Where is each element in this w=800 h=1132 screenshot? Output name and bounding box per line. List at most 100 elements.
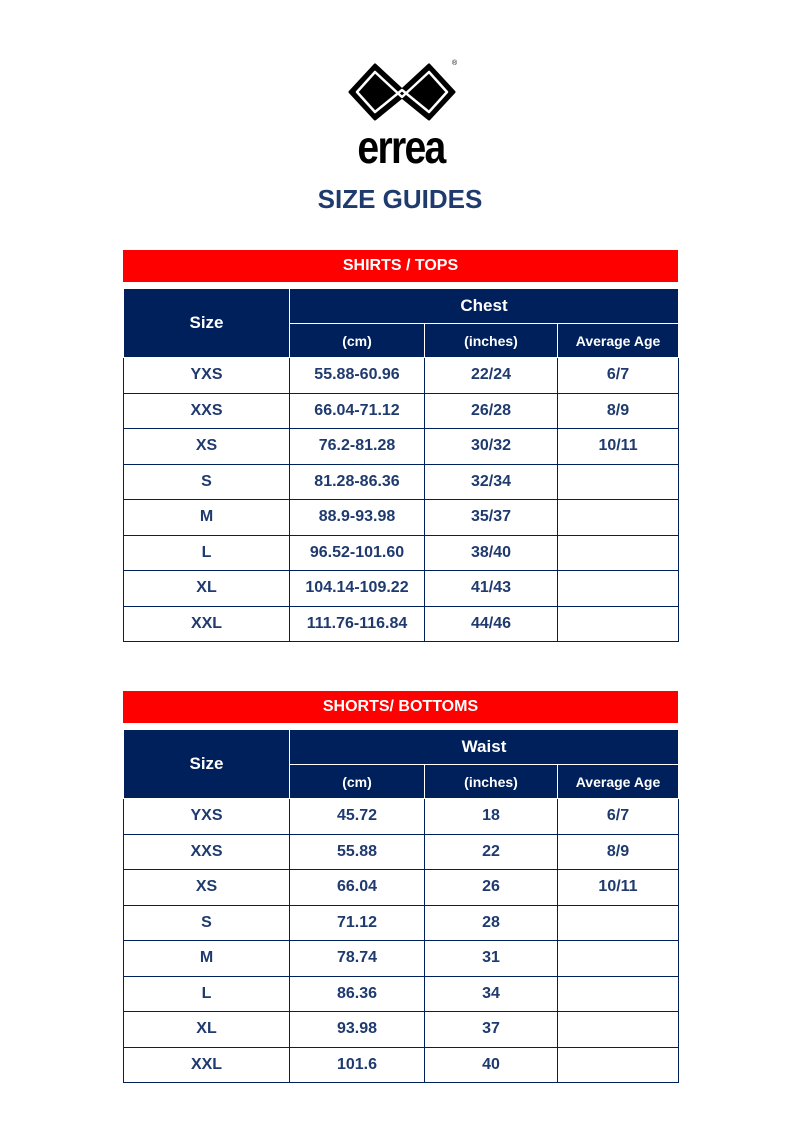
table-cell <box>556 605 680 642</box>
table-cell: 10/11 <box>557 869 679 906</box>
table-cell <box>557 1046 679 1083</box>
size-table: Size Chest (cm) (inches) Average Age YXS 55.8… <box>123 288 680 642</box>
table-cell: 78.74 <box>289 940 425 977</box>
table-cell: 22 <box>424 833 558 870</box>
table-cell: XS <box>123 869 290 906</box>
table-cell: 55.88-60.96 <box>289 357 425 394</box>
table-cell: 76.2-81.28 <box>289 428 425 465</box>
measure-header: Chest <box>288 288 680 324</box>
table-cell: L <box>123 975 290 1012</box>
table-cell: M <box>123 499 290 536</box>
table-cell: 88.9-93.98 <box>289 499 425 536</box>
table-row: XL 104.14-109.22 41/43 <box>123 570 680 607</box>
shorts-section: SHORTS/ BOTTOMS Size Waist (cm) (inches) Av… <box>123 691 679 1083</box>
sub-header: (cm) <box>289 764 425 799</box>
table-cell: 38/40 <box>424 534 558 571</box>
table-cell: 28 <box>424 904 558 941</box>
table-cell: 93.98 <box>289 1011 425 1048</box>
table-cell: 18 <box>424 798 558 835</box>
table-cell: 37 <box>424 1011 558 1048</box>
table-cell <box>557 940 679 977</box>
table-row: XL 93.98 37 <box>123 1011 679 1048</box>
table-cell: 81.28-86.36 <box>289 463 425 500</box>
table-row: XS 76.2-81.28 30/32 10/11 <box>123 428 680 465</box>
table-row: M 88.9-93.98 35/37 <box>123 499 680 536</box>
table-row: L 96.52-101.60 38/40 <box>123 534 680 571</box>
table-row: YXS 45.72 18 6/7 <box>123 798 679 835</box>
table-cell: 10/11 <box>556 428 680 465</box>
shirts-section: SHIRTS / TOPS Size Chest (cm) (inches) Aver… <box>123 250 680 642</box>
table-cell: 96.52-101.60 <box>289 534 425 571</box>
table-row: XXL 111.76-116.84 44/46 <box>123 605 680 642</box>
table-row: XS 66.04 26 10/11 <box>123 869 679 906</box>
table-cell: 111.76-116.84 <box>289 605 425 642</box>
table-row: XXS 55.88 22 8/9 <box>123 833 679 870</box>
table-cell <box>557 1011 679 1048</box>
table-cell: 55.88 <box>289 833 425 870</box>
table-cell: XXL <box>123 605 290 642</box>
table-cell: 8/9 <box>556 392 680 429</box>
logo-wordmark: errea <box>357 121 446 173</box>
table-cell: 35/37 <box>424 499 558 536</box>
table-cell <box>556 499 680 536</box>
sub-header: (cm) <box>289 323 425 358</box>
table-row: L 86.36 34 <box>123 975 679 1012</box>
table-cell: YXS <box>123 798 290 835</box>
table-cell: XXS <box>123 833 290 870</box>
table-cell: S <box>123 463 290 500</box>
table-cell: YXS <box>123 357 290 394</box>
table-cell: L <box>123 534 290 571</box>
section-header: SHORTS/ BOTTOMS <box>123 691 678 723</box>
table-row: YXS 55.88-60.96 22/24 6/7 <box>123 357 680 394</box>
table-row: S 81.28-86.36 32/34 <box>123 463 680 500</box>
sub-header: Average Age <box>556 323 680 358</box>
table-row: XXL 101.6 40 <box>123 1046 679 1083</box>
table-cell: S <box>123 904 290 941</box>
section-header: SHIRTS / TOPS <box>123 250 678 282</box>
table-cell <box>557 904 679 941</box>
table-cell <box>556 463 680 500</box>
table-cell: 104.14-109.22 <box>289 570 425 607</box>
sub-header: (inches) <box>424 323 558 358</box>
table-cell: 41/43 <box>424 570 558 607</box>
sub-header: Average Age <box>557 764 679 799</box>
table-cell: 66.04 <box>289 869 425 906</box>
table-cell: XS <box>123 428 290 465</box>
table-cell: 45.72 <box>289 798 425 835</box>
table-cell: 26/28 <box>424 392 558 429</box>
table-cell: 30/32 <box>424 428 558 465</box>
table-cell: 101.6 <box>289 1046 425 1083</box>
table-row: XXS 66.04-71.12 26/28 8/9 <box>123 392 680 429</box>
table-cell: M <box>123 940 290 977</box>
table-cell <box>557 975 679 1012</box>
table-cell: XXS <box>123 392 290 429</box>
table-cell: 71.12 <box>289 904 425 941</box>
table-cell: 44/46 <box>424 605 558 642</box>
table-cell <box>556 534 680 571</box>
sub-header: (inches) <box>424 764 558 799</box>
table-cell: XL <box>123 1011 290 1048</box>
table-cell: 6/7 <box>557 798 679 835</box>
size-header: Size <box>123 288 290 358</box>
table-cell: 66.04-71.12 <box>289 392 425 429</box>
table-cell: 34 <box>424 975 558 1012</box>
measure-header: Waist <box>289 729 679 765</box>
table-row: S 71.12 28 <box>123 904 679 941</box>
table-cell: 22/24 <box>424 357 558 394</box>
page-title: SIZE GUIDES <box>317 184 483 214</box>
table-cell: 32/34 <box>424 463 558 500</box>
table-row: M 78.74 31 <box>123 940 679 977</box>
table-cell: 26 <box>424 869 558 906</box>
table-cell: 6/7 <box>556 357 680 394</box>
table-cell: XL <box>123 570 290 607</box>
errea-logo-icon: ® <box>348 59 458 121</box>
table-cell: 31 <box>424 940 558 977</box>
table-cell: 8/9 <box>557 833 679 870</box>
table-cell: 40 <box>424 1046 558 1083</box>
table-cell: XXL <box>123 1046 290 1083</box>
table-cell <box>556 570 680 607</box>
table-cell: 86.36 <box>289 975 425 1012</box>
size-header: Size <box>123 729 290 799</box>
size-table: Size Waist (cm) (inches) Average Age YXS 45.7… <box>123 729 679 1083</box>
